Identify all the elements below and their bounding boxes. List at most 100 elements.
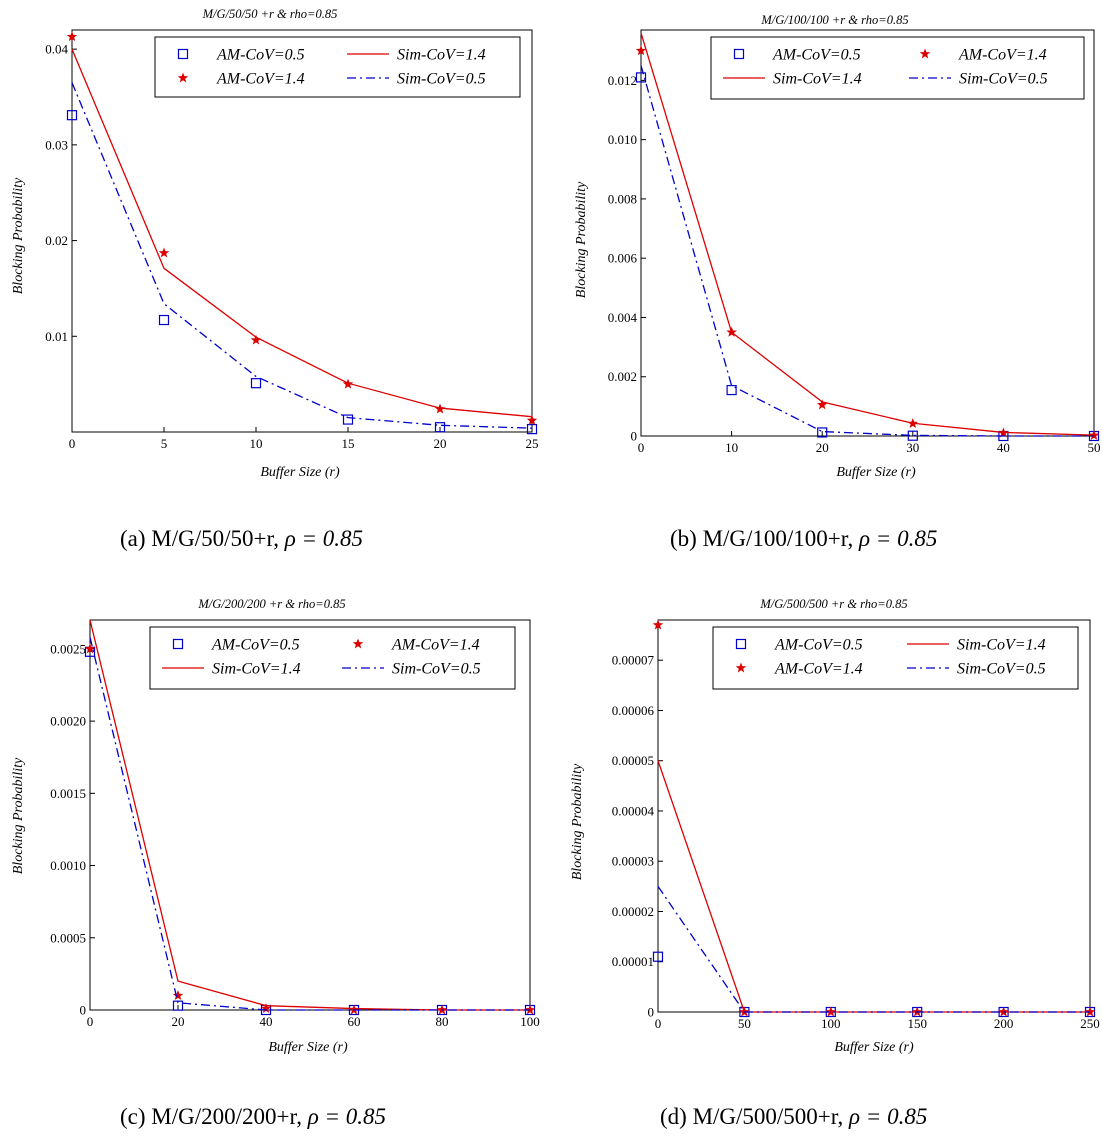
data-point: [652, 619, 664, 630]
series-Sim-CoV=0.5: [71, 82, 533, 429]
data-point: [172, 990, 184, 1001]
legend-box: [712, 626, 1079, 690]
legend: AM-CoV=0.5 Sim-CoV=1.4 AM-CoV=1.4 Sim-CoV=0…: [154, 36, 521, 98]
series-AM-CoV=0.5: [84, 646, 536, 1016]
chart-b: M/G/100/100 +r & rho=0.85 0 10 20 30 40 50 0 0.…: [574, 13, 1101, 480]
series-Sim-CoV=1.4: [640, 32, 1095, 436]
data-point: [726, 384, 737, 396]
y-tick-label: 0: [648, 1005, 655, 1020]
legend-label: AM-CoV=0.5: [216, 47, 305, 64]
x-axis-label: Buffer Size (r): [260, 465, 340, 480]
x-tick-label: 100: [520, 1014, 540, 1029]
x-tick-label: 0: [87, 1014, 94, 1029]
y-tick-label: 0.00007: [612, 653, 655, 668]
data-point: [817, 427, 828, 438]
x-tick-label: 20: [172, 1014, 185, 1029]
caption-d: (d) M/G/500/500+r, ρ = 0.85: [660, 1104, 927, 1130]
legend-label: AM-CoV=0.5: [772, 47, 861, 64]
legend: AM-CoV=0.5 Sim-CoV=1.4 AM-CoV=1.4 Sim-CoV=0…: [712, 626, 1079, 690]
series-line: [657, 885, 1090, 1013]
series-line: [89, 637, 530, 1011]
y-tick-label: 0.00002: [612, 904, 654, 919]
legend-label: Sim-CoV=1.4: [212, 661, 301, 678]
legend-marker: [735, 662, 747, 673]
y-tick-label: 0.02: [45, 233, 68, 248]
y-tick-label: 0.0025: [50, 641, 86, 656]
x-tick-label: 10: [250, 436, 263, 451]
legend-label: Sim-CoV=1.4: [957, 637, 1046, 654]
y-axis-label: Blocking Probability: [11, 757, 26, 874]
legend-marker: [733, 48, 745, 60]
y-tick-label: 0.006: [608, 251, 638, 266]
legend-box: [154, 36, 521, 98]
y-tick-label: 0.00001: [612, 954, 654, 969]
data-point: [526, 415, 538, 425]
x-tick-label: 50: [738, 1016, 751, 1031]
caption-math: ρ = 0.85: [284, 526, 364, 551]
x-tick-label: 5: [161, 436, 168, 451]
caption-text: (d) M/G/500/500+r,: [660, 1104, 844, 1129]
series-line: [657, 760, 1090, 1013]
legend: AM-CoV=0.5 AM-CoV=1.4 Sim-CoV=1.4 Sim-CoV=0…: [149, 626, 516, 690]
data-point: [635, 72, 647, 83]
legend-label: Sim-CoV=0.5: [959, 71, 1048, 88]
plot-area: 0 5 10 15 20 25 0.01 0.02 0.03 0.04 AM-CoV=0.5 Sim-…: [45, 29, 539, 451]
x-tick-label: 100: [821, 1016, 841, 1031]
y-tick-label: 0.01: [45, 329, 68, 344]
legend-box: [149, 626, 516, 690]
y-tick-label: 0.002: [608, 369, 637, 384]
y-tick-label: 0.04: [45, 42, 68, 57]
data-point: [158, 314, 170, 326]
y-axis-label: Blocking Probability: [11, 177, 26, 294]
legend-label: AM-CoV=0.5: [211, 637, 300, 654]
y-tick-label: 0: [80, 1003, 87, 1018]
caption-a: (a) M/G/50/50+r, ρ = 0.85: [120, 526, 363, 552]
y-tick-label: 0.0015: [50, 786, 86, 801]
chart-d: M/G/500/500 +r & rho=0.85 0 50 100 150 200 25…: [570, 597, 1100, 1055]
legend-label: AM-CoV=1.4: [774, 661, 863, 678]
data-point: [342, 414, 354, 425]
caption-text: (b) M/G/100/100+r,: [670, 526, 854, 551]
x-tick-label: 15: [342, 436, 355, 451]
chart-panel-a: M/G/50/50 +r & rho=0.85 0 5 10 15 20 25 0.01 0.…: [0, 0, 551, 500]
legend-label: AM-CoV=1.4: [216, 71, 305, 88]
data-point: [635, 45, 647, 56]
y-tick-label: 0.00003: [612, 854, 654, 869]
y-tick-label: 0.00004: [612, 803, 655, 818]
data-point: [434, 403, 446, 414]
y-tick-label: 0.004: [608, 310, 638, 325]
series-AM-CoV=0.5: [635, 72, 1100, 442]
x-tick-label: 40: [260, 1014, 273, 1029]
series-Sim-CoV=1.4: [657, 760, 1090, 1013]
legend-marker: [177, 48, 189, 60]
y-tick-label: 0.012: [608, 73, 637, 88]
x-tick-label: 0: [638, 440, 645, 455]
x-tick-label: 60: [348, 1014, 361, 1029]
series-AM-CoV=1.4: [635, 45, 1100, 440]
caption-math: ρ = 0.85: [859, 526, 938, 551]
plot-frame: [640, 29, 1095, 437]
legend-label: Sim-CoV=1.4: [397, 47, 486, 64]
legend: AM-CoV=0.5 AM-CoV=1.4 Sim-CoV=1.4 Sim-CoV=0…: [710, 36, 1085, 100]
caption-math: ρ = 0.85: [307, 1104, 387, 1129]
x-tick-label: 50: [1088, 440, 1101, 455]
x-tick-label: 250: [1080, 1016, 1100, 1031]
y-tick-label: 0.00006: [612, 703, 655, 718]
legend-marker: [919, 48, 931, 59]
series-line: [71, 48, 533, 418]
legend-marker: [352, 638, 364, 649]
x-tick-label: 200: [994, 1016, 1014, 1031]
data-point: [250, 334, 262, 345]
legend-marker: [172, 638, 184, 650]
data-point: [998, 1006, 1009, 1017]
series-AM-CoV=1.4: [84, 643, 536, 1015]
caption-c: (c) M/G/200/200+r, ρ = 0.85: [120, 1104, 386, 1130]
series-line: [640, 32, 1095, 436]
chart-title: M/G/50/50 +r & rho=0.85: [202, 7, 338, 21]
legend-box: [710, 36, 1085, 100]
data-point: [825, 1006, 837, 1017]
legend-label: AM-CoV=1.4: [391, 637, 480, 654]
y-tick-label: 0.00005: [612, 753, 654, 768]
chart-panel-c: M/G/200/200 +r & rho=0.85 0 20 40 60 80 100 0 0…: [0, 590, 551, 1060]
plot-area: 0 10 20 30 40 50 0 0.002 0.004 0.006 0.008 0.010 0.0…: [608, 29, 1101, 455]
